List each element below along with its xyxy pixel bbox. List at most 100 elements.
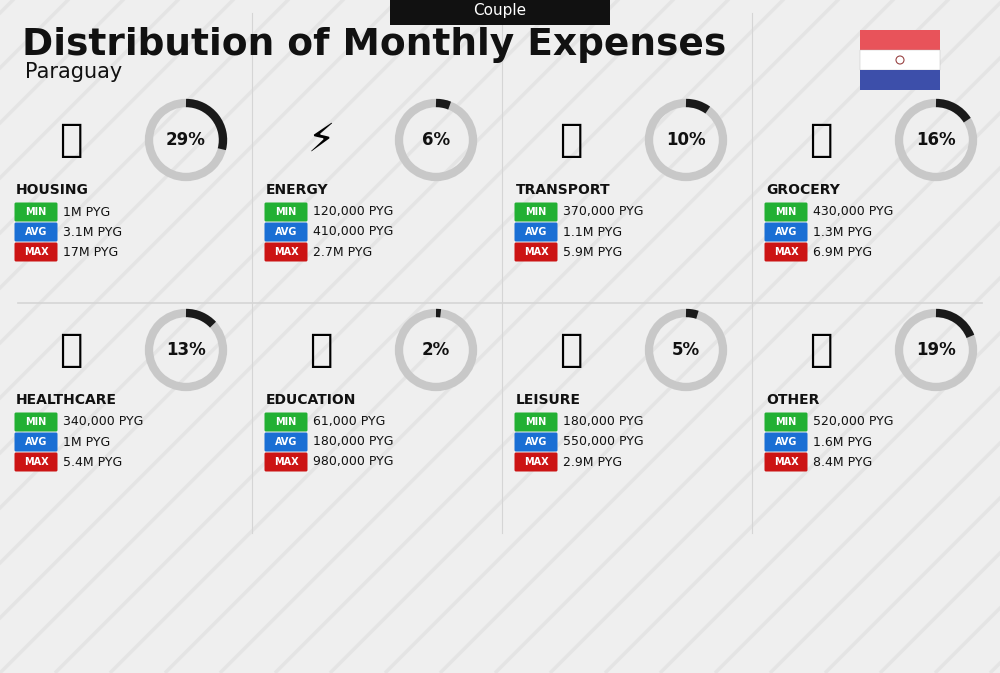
Text: AVG: AVG <box>25 437 47 447</box>
Text: 410,000 PYG: 410,000 PYG <box>313 225 393 238</box>
Text: 8.4M PYG: 8.4M PYG <box>813 456 872 468</box>
Text: 1.3M PYG: 1.3M PYG <box>813 225 872 238</box>
FancyBboxPatch shape <box>514 433 558 452</box>
Text: HOUSING: HOUSING <box>16 183 89 197</box>
Text: MAX: MAX <box>524 247 548 257</box>
FancyBboxPatch shape <box>14 242 58 262</box>
Text: LEISURE: LEISURE <box>516 393 581 407</box>
Text: AVG: AVG <box>275 227 297 237</box>
Text: TRANSPORT: TRANSPORT <box>516 183 611 197</box>
FancyBboxPatch shape <box>14 452 58 472</box>
Text: MAX: MAX <box>274 247 298 257</box>
Text: 1.6M PYG: 1.6M PYG <box>813 435 872 448</box>
Text: 340,000 PYG: 340,000 PYG <box>63 415 143 429</box>
Text: 2.9M PYG: 2.9M PYG <box>563 456 622 468</box>
FancyBboxPatch shape <box>514 223 558 242</box>
FancyBboxPatch shape <box>14 223 58 242</box>
Text: Couple: Couple <box>473 3 527 18</box>
FancyBboxPatch shape <box>264 433 308 452</box>
Text: 5.4M PYG: 5.4M PYG <box>63 456 122 468</box>
Text: 🏥: 🏥 <box>59 331 83 369</box>
Text: Distribution of Monthly Expenses: Distribution of Monthly Expenses <box>22 27 726 63</box>
Text: MAX: MAX <box>24 247 48 257</box>
Text: 19%: 19% <box>916 341 956 359</box>
Text: 6%: 6% <box>422 131 450 149</box>
FancyBboxPatch shape <box>514 452 558 472</box>
Text: MAX: MAX <box>774 457 798 467</box>
Text: 520,000 PYG: 520,000 PYG <box>813 415 894 429</box>
FancyBboxPatch shape <box>264 242 308 262</box>
Text: ⚡: ⚡ <box>307 121 335 159</box>
FancyBboxPatch shape <box>14 413 58 431</box>
Text: AVG: AVG <box>25 227 47 237</box>
Text: 980,000 PYG: 980,000 PYG <box>313 456 394 468</box>
Text: MIN: MIN <box>275 417 297 427</box>
FancyBboxPatch shape <box>264 413 308 431</box>
Text: 2%: 2% <box>422 341 450 359</box>
Text: 180,000 PYG: 180,000 PYG <box>313 435 394 448</box>
Text: MAX: MAX <box>524 457 548 467</box>
Text: 17M PYG: 17M PYG <box>63 246 118 258</box>
Text: 5.9M PYG: 5.9M PYG <box>563 246 622 258</box>
Text: AVG: AVG <box>525 437 547 447</box>
Text: 🛍: 🛍 <box>559 331 583 369</box>
Text: 🏢: 🏢 <box>59 121 83 159</box>
Text: 2.7M PYG: 2.7M PYG <box>313 246 372 258</box>
Text: AVG: AVG <box>525 227 547 237</box>
Text: MAX: MAX <box>24 457 48 467</box>
Text: 29%: 29% <box>166 131 206 149</box>
Text: AVG: AVG <box>775 437 797 447</box>
FancyBboxPatch shape <box>860 30 940 50</box>
Text: 16%: 16% <box>916 131 956 149</box>
FancyBboxPatch shape <box>514 242 558 262</box>
FancyBboxPatch shape <box>765 452 808 472</box>
Text: 1M PYG: 1M PYG <box>63 205 110 219</box>
FancyBboxPatch shape <box>860 50 940 70</box>
FancyBboxPatch shape <box>765 223 808 242</box>
Text: 370,000 PYG: 370,000 PYG <box>563 205 644 219</box>
FancyBboxPatch shape <box>390 0 610 25</box>
Text: ENERGY: ENERGY <box>266 183 329 197</box>
FancyBboxPatch shape <box>14 203 58 221</box>
Text: 1M PYG: 1M PYG <box>63 435 110 448</box>
Text: MAX: MAX <box>774 247 798 257</box>
Text: MIN: MIN <box>775 207 797 217</box>
Text: 🚌: 🚌 <box>559 121 583 159</box>
Text: MIN: MIN <box>25 417 47 427</box>
Text: MIN: MIN <box>275 207 297 217</box>
Text: 61,000 PYG: 61,000 PYG <box>313 415 385 429</box>
FancyBboxPatch shape <box>765 433 808 452</box>
Text: 5%: 5% <box>672 341 700 359</box>
FancyBboxPatch shape <box>514 203 558 221</box>
Text: MIN: MIN <box>525 207 547 217</box>
Text: 💰: 💰 <box>809 331 833 369</box>
Text: 120,000 PYG: 120,000 PYG <box>313 205 393 219</box>
Text: MIN: MIN <box>525 417 547 427</box>
FancyBboxPatch shape <box>264 223 308 242</box>
Text: 180,000 PYG: 180,000 PYG <box>563 415 644 429</box>
FancyBboxPatch shape <box>264 203 308 221</box>
Text: 🥕: 🥕 <box>809 121 833 159</box>
Text: 430,000 PYG: 430,000 PYG <box>813 205 893 219</box>
Text: 13%: 13% <box>166 341 206 359</box>
Text: 🎓: 🎓 <box>309 331 333 369</box>
Text: MAX: MAX <box>274 457 298 467</box>
Text: 10%: 10% <box>666 131 706 149</box>
Text: OTHER: OTHER <box>766 393 819 407</box>
Text: MIN: MIN <box>25 207 47 217</box>
Text: MIN: MIN <box>775 417 797 427</box>
FancyBboxPatch shape <box>765 203 808 221</box>
Text: AVG: AVG <box>275 437 297 447</box>
Text: 550,000 PYG: 550,000 PYG <box>563 435 644 448</box>
Text: 3.1M PYG: 3.1M PYG <box>63 225 122 238</box>
Text: AVG: AVG <box>775 227 797 237</box>
Text: 6.9M PYG: 6.9M PYG <box>813 246 872 258</box>
Text: Paraguay: Paraguay <box>25 62 122 82</box>
Text: HEALTHCARE: HEALTHCARE <box>16 393 117 407</box>
FancyBboxPatch shape <box>765 413 808 431</box>
FancyBboxPatch shape <box>514 413 558 431</box>
FancyBboxPatch shape <box>860 70 940 90</box>
FancyBboxPatch shape <box>765 242 808 262</box>
FancyBboxPatch shape <box>264 452 308 472</box>
Text: 1.1M PYG: 1.1M PYG <box>563 225 622 238</box>
